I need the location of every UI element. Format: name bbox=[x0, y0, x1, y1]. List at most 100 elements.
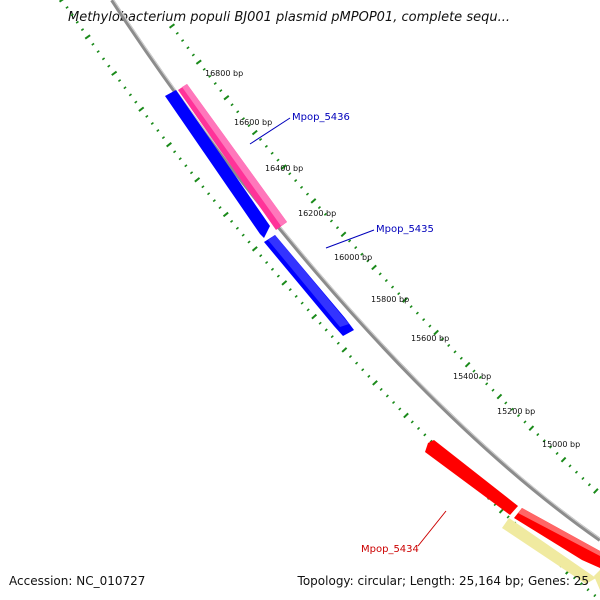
leader-line-mpop-5435 bbox=[325, 229, 375, 249]
scale-tick bbox=[70, 13, 74, 17]
accession-text: Accession: NC_010727 bbox=[9, 574, 146, 588]
scale-tick bbox=[91, 42, 95, 46]
map-title: Methylobacterium populi BJ001 plasmid pM… bbox=[68, 10, 510, 25]
gene-label-mpop-5436[interactable]: Mpop_5436 bbox=[292, 112, 350, 123]
scale-tick bbox=[390, 285, 395, 289]
scale-tick bbox=[572, 576, 577, 580]
scale-tick bbox=[335, 226, 340, 230]
scale-tick bbox=[134, 100, 138, 104]
scale-label: 16200 bp bbox=[298, 209, 336, 218]
scale-tick bbox=[75, 20, 79, 24]
scale-tick bbox=[587, 483, 591, 487]
scale-tick bbox=[360, 252, 364, 256]
gene-arrow-yellow[interactable] bbox=[502, 518, 596, 584]
scale-tick bbox=[145, 114, 149, 118]
scale-tick bbox=[410, 420, 414, 424]
scale-tick bbox=[340, 231, 347, 238]
scale-tick bbox=[111, 70, 118, 76]
scale-tick bbox=[202, 67, 206, 71]
scale-tick bbox=[361, 368, 365, 372]
gene-arrow-mpop-5434[interactable] bbox=[425, 440, 518, 515]
scale-tick bbox=[348, 239, 352, 243]
scale-tick bbox=[294, 179, 298, 183]
gene-arrow-mpop-5436-shade bbox=[182, 84, 287, 226]
scale-tick bbox=[168, 23, 176, 29]
scale-tick bbox=[310, 198, 317, 204]
scale-tick bbox=[311, 313, 318, 320]
scale-tick bbox=[379, 387, 383, 391]
scale-tick bbox=[150, 121, 154, 125]
scale-tick bbox=[459, 356, 463, 360]
scale-tick bbox=[189, 171, 194, 175]
scale-tick bbox=[117, 79, 122, 83]
gene-arrow-lower-red-shade bbox=[518, 508, 600, 556]
scale-tick bbox=[281, 280, 288, 286]
scale-tick bbox=[241, 233, 245, 237]
scale-tick bbox=[156, 129, 160, 133]
scale-tick bbox=[186, 46, 190, 50]
scale-tick bbox=[96, 50, 100, 54]
scale-tick bbox=[259, 254, 263, 258]
scale-tick bbox=[84, 34, 91, 40]
scale-tick bbox=[288, 172, 292, 176]
scale-tick bbox=[299, 185, 304, 189]
scale-tick bbox=[300, 301, 304, 305]
scale-tick bbox=[173, 150, 177, 154]
scale-label: 15000 bp bbox=[542, 440, 580, 449]
scale-tick bbox=[403, 412, 409, 419]
scale-tick bbox=[423, 433, 427, 437]
scale-tick bbox=[65, 5, 69, 9]
scale-tick bbox=[402, 297, 408, 303]
scale-tick bbox=[371, 264, 377, 271]
scale-tick bbox=[422, 318, 426, 322]
scale-tick bbox=[560, 456, 567, 463]
scale-tick bbox=[280, 164, 287, 170]
gene-arrow-upper-blue[interactable] bbox=[165, 90, 270, 238]
scale-tick bbox=[440, 337, 444, 341]
scale-tick bbox=[397, 292, 401, 296]
scale-tick bbox=[472, 369, 476, 373]
scale-tick bbox=[178, 157, 182, 161]
scale-tick bbox=[416, 426, 421, 430]
scale-tick bbox=[222, 211, 229, 218]
leader-line-mpop-5434 bbox=[417, 510, 447, 547]
scale-tick bbox=[496, 393, 503, 400]
leader-line-mpop-5436 bbox=[249, 117, 291, 145]
scale-tick bbox=[258, 137, 263, 142]
gene-label-mpop-5435[interactable]: Mpop_5435 bbox=[376, 224, 434, 235]
scale-tick bbox=[223, 95, 230, 101]
scale-tick bbox=[276, 158, 280, 162]
gene-arrow-yellow-end[interactable] bbox=[594, 570, 600, 590]
scale-tick bbox=[166, 142, 172, 148]
scale-tick bbox=[355, 361, 359, 365]
scale-tick bbox=[230, 219, 234, 223]
scale-tick bbox=[391, 400, 396, 405]
gene-arrow-lower-red[interactable] bbox=[514, 508, 600, 568]
scale-tick bbox=[235, 226, 239, 230]
gene-label-mpop-5434[interactable]: Mpop_5434 bbox=[361, 544, 419, 555]
scale-tick bbox=[180, 39, 185, 43]
gene-track bbox=[165, 84, 600, 590]
scale-tick bbox=[329, 219, 334, 223]
scale-label: 16800 bp bbox=[205, 69, 243, 78]
scale-tick bbox=[341, 347, 348, 353]
scale-tick bbox=[218, 206, 222, 210]
scale-tick bbox=[305, 192, 310, 196]
scale-tick bbox=[323, 212, 328, 216]
scale-tick bbox=[318, 321, 322, 325]
scale-tick bbox=[264, 144, 268, 148]
scale-tick bbox=[201, 185, 205, 189]
scale-tick bbox=[549, 445, 553, 449]
scale-tick bbox=[270, 151, 274, 155]
scale-tick bbox=[230, 103, 234, 107]
scale-tick bbox=[491, 388, 495, 392]
scale-tick bbox=[294, 294, 298, 298]
scale-tick bbox=[568, 464, 572, 468]
scale-tick bbox=[581, 476, 585, 481]
scale-tick bbox=[317, 206, 322, 210]
scale-label: 15600 bp bbox=[411, 334, 449, 343]
scale-tick bbox=[161, 136, 166, 140]
backbone-circle bbox=[110, 0, 600, 542]
scale-tick bbox=[276, 274, 280, 278]
